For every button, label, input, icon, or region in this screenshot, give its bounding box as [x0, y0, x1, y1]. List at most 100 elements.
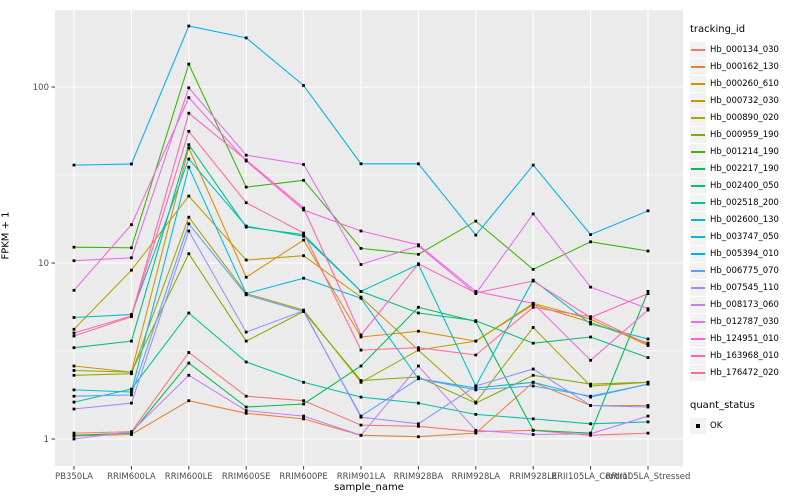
data-point: [646, 414, 650, 418]
series-color-line-icon: [691, 116, 705, 119]
series-color-line-icon: [691, 303, 705, 306]
legend-key: [690, 177, 706, 194]
data-point: [589, 240, 592, 244]
data-point: [589, 433, 592, 437]
legend-item-label: Hb_000162_130: [710, 61, 779, 72]
data-point: [531, 428, 535, 432]
data-point: [244, 224, 248, 228]
legend-key: [690, 160, 706, 177]
series-color-line-icon: [691, 150, 705, 153]
data-point: [302, 309, 305, 313]
data-point: [130, 223, 133, 227]
data-point: [244, 153, 248, 157]
legend-item-Hb_000260_610: Hb_000260_610: [690, 75, 798, 92]
data-point: [589, 322, 592, 326]
data-point: [646, 290, 650, 293]
data-point: [531, 163, 535, 167]
legend-item-label: Hb_001214_190: [710, 146, 779, 157]
data-point: [474, 353, 478, 357]
data-point: [359, 364, 363, 368]
data-point: [589, 315, 592, 319]
data-point: [244, 258, 248, 262]
x-tick-label: RRII105LA_Stressed: [606, 472, 691, 482]
data-point: [359, 335, 363, 339]
data-point: [646, 342, 650, 346]
data-point: [72, 431, 76, 435]
data-point: [474, 219, 478, 223]
legend-key: [690, 279, 706, 296]
data-point: [72, 433, 76, 437]
legend-quant-status: quant_status OK: [690, 400, 798, 434]
data-point: [646, 431, 650, 435]
legend-key: [690, 313, 706, 330]
data-point: [359, 162, 363, 166]
series-color-line-icon: [691, 99, 705, 102]
x-tick-label: RRIM901LA: [337, 472, 386, 482]
series-color-line-icon: [691, 371, 705, 374]
legend-tracking-id: tracking_id Hb_000134_030 Hb_000162_130 Hb…: [690, 24, 798, 381]
data-point: [474, 290, 478, 293]
data-point: [417, 422, 420, 426]
data-point: [302, 414, 305, 418]
legend-item-Hb_006775_070: Hb_006775_070: [690, 262, 798, 279]
data-point: [359, 379, 363, 382]
legend-item-label: Hb_176472_020: [710, 367, 779, 378]
panel-content: [55, 10, 683, 466]
x-tick-label: RRIM600LA: [107, 472, 156, 482]
data-point: [187, 143, 191, 147]
data-point: [244, 275, 248, 279]
data-point: [302, 238, 305, 242]
legend-item-label: Hb_000959_190: [710, 129, 779, 140]
data-point: [302, 208, 305, 212]
legend-key: [690, 364, 706, 381]
data-point: [72, 400, 76, 404]
data-point: [531, 212, 535, 216]
data-point: [359, 333, 363, 337]
data-point: [417, 364, 420, 368]
legend-item-label: Hb_002400_050: [710, 180, 779, 191]
legend-key: [690, 228, 706, 245]
data-point: [130, 401, 133, 405]
data-point: [130, 387, 133, 391]
data-point: [646, 356, 650, 359]
series-color-line-icon: [691, 286, 705, 289]
data-point: [474, 428, 478, 432]
series-color-line-icon: [691, 320, 705, 323]
y-tick-label: 1: [44, 435, 49, 445]
legend-item-Hb_176472_020: Hb_176472_020: [690, 364, 798, 381]
series-color-line-icon: [691, 133, 705, 136]
data-point: [72, 316, 76, 319]
data-point: [646, 308, 650, 312]
data-point: [187, 111, 191, 115]
data-point: [244, 339, 248, 343]
data-point: [72, 364, 76, 368]
legend-key: [690, 347, 706, 364]
legend-item-label: Hb_012787_030: [710, 316, 779, 327]
data-point: [417, 435, 420, 439]
data-point: [130, 431, 133, 435]
x-tick-label: RRIM600PE: [279, 472, 327, 482]
data-point: [302, 163, 305, 166]
data-point: [359, 296, 363, 300]
legend-title: tracking_id: [690, 24, 746, 35]
data-point: [417, 311, 420, 315]
data-point: [130, 315, 133, 319]
data-point: [474, 384, 478, 388]
y-tick-label: 10: [38, 259, 49, 269]
legend-key: [690, 194, 706, 211]
data-point: [72, 245, 76, 249]
legend-item-Hb_005394_010: Hb_005394_010: [690, 245, 798, 262]
series-color-line-icon: [691, 354, 705, 357]
series-color-line-icon: [691, 269, 705, 272]
data-point: [417, 377, 420, 381]
data-point: [474, 431, 478, 435]
legend-item-Hb_124951_010: Hb_124951_010: [690, 330, 798, 347]
legend-item-Hb_000134_030: Hb_000134_030: [690, 41, 798, 58]
data-point: [72, 407, 76, 411]
legend-item-label: Hb_002518_200: [710, 197, 779, 208]
legend-item-label: Hb_008173_060: [710, 299, 779, 310]
legend-item-Hb_163968_010: Hb_163968_010: [690, 347, 798, 364]
data-point: [474, 319, 478, 323]
series-color-line-icon: [691, 184, 705, 187]
data-point: [187, 252, 191, 256]
